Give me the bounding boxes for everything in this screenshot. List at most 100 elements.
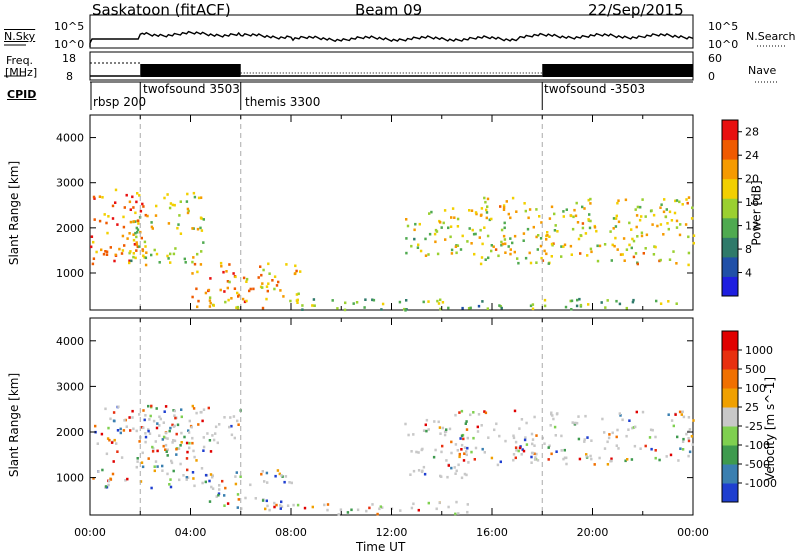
scatter-cell: [196, 305, 199, 309]
scatter-cell: [173, 203, 176, 207]
scatter-cell: [444, 238, 447, 241]
scatter-cell: [144, 256, 148, 260]
scatter-cell: [623, 259, 626, 262]
scatter-cell: [468, 209, 471, 212]
scatter-cell: [364, 298, 367, 301]
scatter-cell: [649, 428, 653, 432]
scatter-cell: [550, 411, 553, 415]
scatter-cell: [295, 293, 299, 296]
scatter-cell: [405, 251, 408, 255]
scatter-cell: [533, 458, 537, 461]
scatter-cell: [107, 479, 111, 483]
colorbar-tick-label: 16: [745, 196, 759, 209]
scatter-cell: [158, 261, 161, 264]
scatter-cell: [138, 194, 141, 197]
scatter-cell: [494, 248, 498, 251]
scatter-cell: [522, 239, 525, 242]
scatter-cell: [454, 443, 458, 446]
scatter-cell: [428, 232, 432, 236]
scatter-cell: [266, 289, 269, 293]
y-tick-label: 4000: [56, 335, 84, 348]
power-scatter: [90, 188, 696, 312]
scatter-cell: [571, 227, 575, 231]
scatter-cell: [690, 217, 694, 220]
scatter-cell: [336, 307, 339, 310]
scatter-cell: [169, 202, 173, 205]
scatter-cell: [422, 465, 426, 469]
scatter-cell: [398, 300, 402, 304]
scatter-cell: [222, 270, 225, 274]
scatter-cell: [162, 421, 165, 424]
scatter-cell: [477, 413, 481, 416]
scatter-cell: [650, 447, 653, 451]
scatter-cell: [168, 429, 171, 433]
scatter-cell: [297, 292, 300, 296]
scatter-cell: [484, 258, 487, 261]
scatter-cell: [279, 289, 282, 292]
scatter-cell: [447, 306, 450, 310]
x-tick-label: 08:00: [275, 526, 307, 539]
scatter-cell: [241, 297, 245, 301]
scatter-cell: [293, 272, 297, 276]
scatter-cell: [183, 435, 186, 439]
scatter-cell: [128, 232, 131, 235]
scatter-cell: [187, 209, 190, 213]
scatter-cell: [120, 252, 124, 255]
scatter-cell: [503, 221, 506, 225]
scatter-cell: [565, 462, 568, 466]
scatter-cell: [552, 242, 555, 245]
scatter-cell: [609, 459, 612, 463]
scatter-cell: [192, 256, 195, 259]
scatter-cell: [692, 419, 695, 422]
scatter-cell: [303, 506, 307, 510]
scatter-cell: [474, 446, 478, 450]
scatter-cell: [114, 253, 117, 257]
scatter-cell: [564, 305, 568, 309]
scatter-cell: [227, 298, 230, 302]
scatter-cell: [675, 219, 679, 223]
scatter-cell: [466, 240, 469, 243]
scatter-cell: [540, 256, 543, 260]
scatter-cell: [121, 234, 125, 238]
scatter-cell: [548, 444, 551, 448]
scatter-cell: [142, 205, 145, 208]
scatter-cell: [144, 432, 147, 435]
scatter-cell: [619, 253, 623, 256]
scatter-cell: [170, 459, 173, 463]
scatter-cell: [140, 461, 144, 464]
scatter-cell: [540, 221, 543, 224]
scatter-cell: [101, 196, 104, 199]
scatter-cell: [211, 475, 214, 479]
scatter-cell: [655, 299, 658, 303]
scatter-cell: [191, 272, 194, 275]
scatter-cell: [245, 277, 249, 281]
scatter-cell: [228, 280, 231, 284]
scatter-cell: [640, 234, 644, 238]
colorbar-tick-label: 8: [745, 243, 752, 256]
scatter-cell: [578, 297, 581, 301]
scatter-cell: [323, 503, 326, 507]
scatter-cell: [131, 409, 134, 413]
scatter-cell: [563, 448, 566, 452]
scatter-cell: [474, 232, 477, 236]
scatter-cell: [480, 213, 483, 217]
scatter-cell: [410, 506, 414, 510]
scatter-cell: [529, 261, 533, 265]
scatter-cell: [667, 413, 670, 416]
scatter-cell: [651, 428, 654, 432]
scatter-cell: [563, 456, 567, 460]
scatter-cell: [504, 242, 507, 246]
scatter-cell: [144, 263, 148, 267]
scatter-cell: [459, 437, 462, 440]
scatter-cell: [207, 406, 210, 410]
scatter-cell: [577, 237, 581, 241]
scatter-cell: [611, 431, 614, 435]
scatter-cell: [278, 472, 281, 476]
scatter-cell: [607, 436, 611, 440]
scatter-cell: [371, 503, 374, 506]
scatter-cell: [146, 214, 149, 218]
scatter-cell: [243, 300, 247, 304]
scatter-cell: [118, 247, 121, 251]
scatter-cell: [548, 235, 551, 238]
scatter-cell: [155, 204, 158, 208]
